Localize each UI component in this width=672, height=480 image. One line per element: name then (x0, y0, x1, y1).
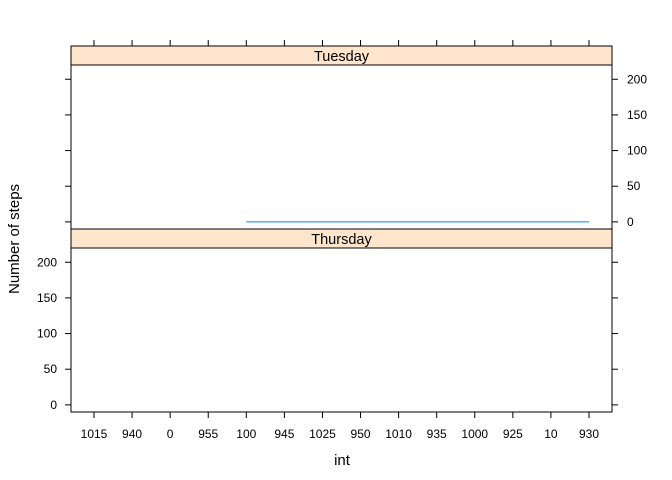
x-tick-label: 925 (503, 427, 523, 441)
x-tick-label: 1015 (81, 427, 108, 441)
panel-frame (70, 64, 613, 230)
x-tick-label: 0 (167, 427, 174, 441)
x-tick-label: 950 (351, 427, 371, 441)
y-tick-label-right: 0 (627, 215, 634, 229)
x-tick-label: 930 (579, 427, 599, 441)
panel-tuesday: Tuesday (70, 45, 613, 230)
x-tick-label: 1010 (385, 427, 412, 441)
axes: 1015 940 0 955 100 945 1025 950 1010 935 1000 925 10… (37, 40, 647, 441)
panels: Tuesday Thursday (70, 45, 613, 413)
x-tick-label: 940 (122, 427, 142, 441)
strip-label: Thursday (311, 232, 372, 248)
x-tick-label: 935 (427, 427, 447, 441)
x-axis-title: int (334, 452, 351, 469)
y-tick-label-right: 200 (627, 72, 647, 86)
panel-frame (70, 247, 613, 413)
y-tick-label-right: 50 (627, 179, 641, 193)
x-tick-label: 945 (274, 427, 294, 441)
strip-label: Tuesday (314, 49, 370, 65)
y-tick-label-right: 100 (627, 144, 647, 158)
x-tick-label: 955 (198, 427, 218, 441)
x-tick-label: 1000 (461, 427, 488, 441)
x-tick-label: 100 (236, 427, 256, 441)
y-tick-label-left: 100 (37, 327, 57, 341)
y-tick-label-left: 50 (44, 362, 58, 376)
y-tick-label-left: 0 (50, 398, 57, 412)
y-axis-title: Number of steps (6, 184, 23, 294)
x-tick-label: 1025 (309, 427, 336, 441)
y-tick-label-left: 150 (37, 291, 57, 305)
y-tick-label-right: 150 (627, 108, 647, 122)
x-tick-label: 10 (544, 427, 558, 441)
panel-thursday: Thursday (70, 228, 613, 413)
y-tick-label-left: 200 (37, 255, 57, 269)
